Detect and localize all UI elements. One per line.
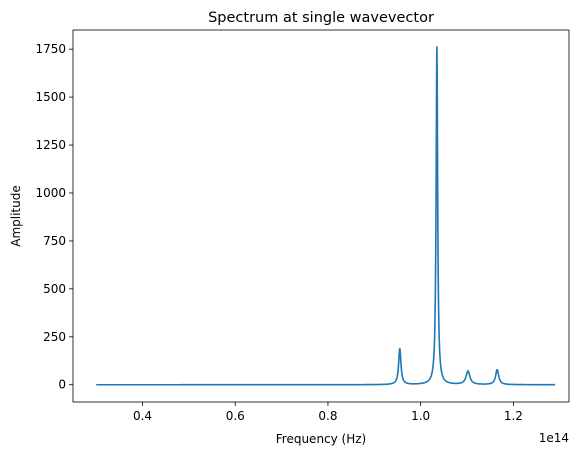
x-tick-label: 0.4: [133, 409, 152, 423]
y-tick-label: 250: [43, 330, 66, 344]
y-tick-label: 500: [43, 282, 66, 296]
x-tick-label: 1.2: [504, 409, 523, 423]
y-tick-label: 1500: [35, 90, 66, 104]
y-tick-label: 0: [58, 378, 66, 392]
y-tick-label: 1000: [35, 186, 66, 200]
x-axis-ticks: 0.4 0.6 0.8 1.0 1.2: [133, 402, 523, 423]
x-tick-label: 0.6: [226, 409, 245, 423]
y-tick-label: 1250: [35, 138, 66, 152]
y-axis-ticks: 0 250 500 750 1000 1250 1500 1750: [35, 42, 73, 392]
y-tick-label: 1750: [35, 42, 66, 56]
spectrum-series-line: [95, 45, 556, 386]
plot-frame: [72, 29, 570, 403]
y-axis-label: Amplitude: [9, 185, 23, 247]
x-axis-label: Frequency (Hz): [276, 432, 367, 446]
plot-area: [73, 30, 569, 402]
chart-title: Spectrum at single wavevector: [208, 10, 434, 26]
x-tick-label: 0.8: [318, 409, 337, 423]
x-axis-offset-label: 1e14: [539, 431, 569, 445]
x-tick-label: 1.0: [411, 409, 430, 423]
y-tick-label: 750: [43, 234, 66, 248]
